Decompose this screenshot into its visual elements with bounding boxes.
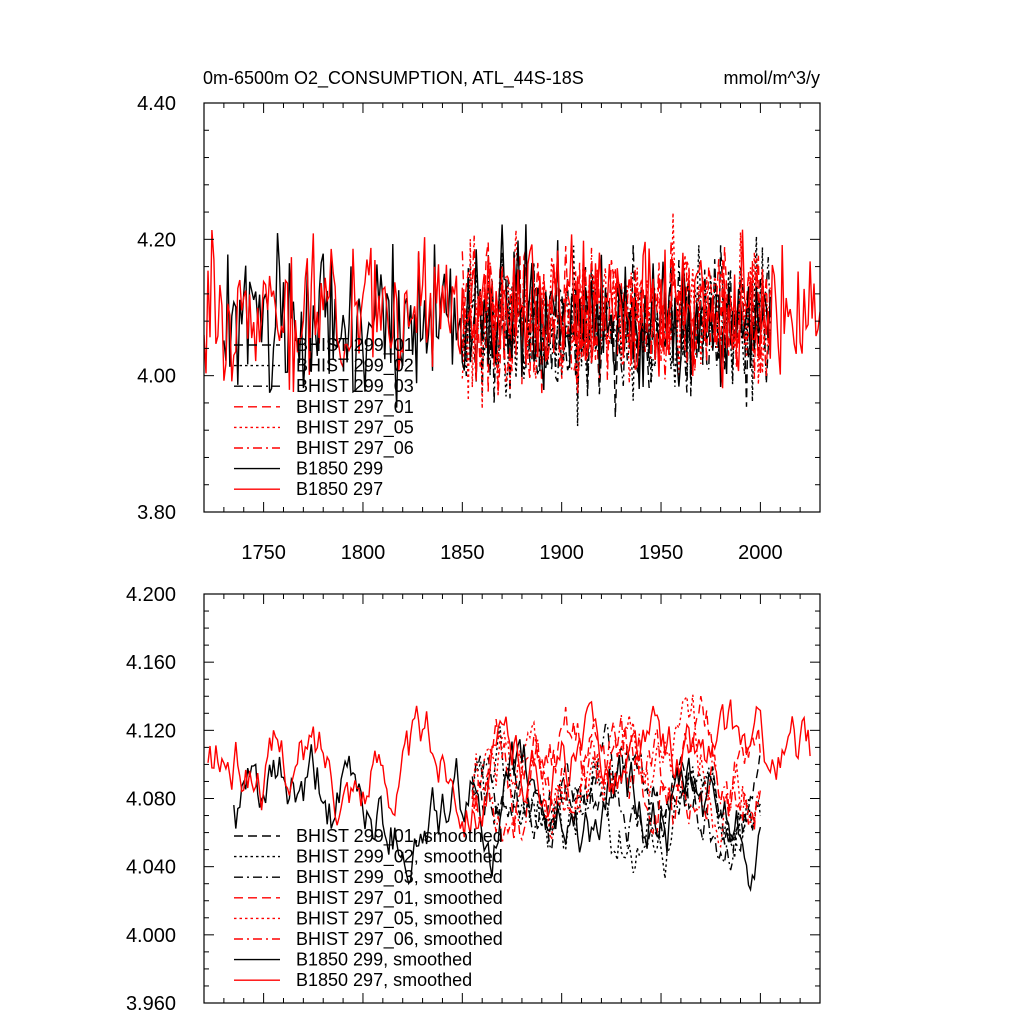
y-tick-label: 4.080 xyxy=(126,789,176,811)
bottom-panel: 3.960 4.000 4.040 4.080 4.120 4.160 4.200 BHIST… xyxy=(126,584,821,1015)
top-chart-units: mmol/m^3/y xyxy=(724,68,820,88)
legend-label: BHIST 297_06 xyxy=(296,438,414,459)
top-panel: 0m-6500m O2_CONSUMPTION, ATL_44S-18S mmo… xyxy=(137,68,821,564)
x-tick-label: 1800 xyxy=(341,542,386,564)
axes: 1750 1800 1850 1900 1950 2000 3.80 4.00 4.20 4.40 xyxy=(137,93,821,564)
x-tick-label: 1900 xyxy=(539,542,584,564)
legend-label: BHIST 297_01, smoothed xyxy=(296,888,503,909)
legend-label: BHIST 297_06, smoothed xyxy=(296,929,503,950)
top-plot-area xyxy=(204,212,820,427)
legend-label: BHIST 299_03 xyxy=(296,376,414,397)
y-tick-label: 4.200 xyxy=(126,584,176,606)
y-tick-label: 4.160 xyxy=(126,652,176,674)
legend-label: BHIST 299_01, smoothed xyxy=(296,826,503,847)
axes: 3.960 4.000 4.040 4.080 4.120 4.160 4.200 xyxy=(126,584,821,1015)
legend-label: B1850 297, smoothed xyxy=(296,970,472,990)
legend-label: BHIST 297_05 xyxy=(296,417,414,438)
legend-label: BHIST 297_01 xyxy=(296,397,414,418)
y-tick-label: 4.20 xyxy=(137,229,176,251)
x-tick-label: 1950 xyxy=(639,542,684,564)
legend-label: B1850 297 xyxy=(296,479,383,499)
legend-label: B1850 299 xyxy=(296,459,383,479)
legend-label: BHIST 299_01 xyxy=(296,335,414,356)
legend-label: BHIST 299_02, smoothed xyxy=(296,847,503,868)
legend-label: B1850 299, smoothed xyxy=(296,950,472,970)
legend-label: BHIST 299_03, smoothed xyxy=(296,867,503,888)
y-tick-label: 4.00 xyxy=(137,366,176,388)
y-tick-label: 4.40 xyxy=(137,93,176,115)
top-chart-title: 0m-6500m O2_CONSUMPTION, ATL_44S-18S xyxy=(203,68,584,89)
y-tick-label: 3.960 xyxy=(126,993,176,1015)
y-tick-label: 4.120 xyxy=(126,720,176,742)
y-tick-label: 4.000 xyxy=(126,925,176,947)
series-line-7 xyxy=(233,739,762,893)
series-line-3 xyxy=(471,723,762,871)
bottom-plot-area xyxy=(207,694,811,893)
y-tick-label: 4.040 xyxy=(126,857,176,879)
series-line-2 xyxy=(471,726,762,879)
x-tick-label: 2000 xyxy=(738,542,783,564)
series-line-8 xyxy=(207,699,811,838)
y-tick-label: 3.80 xyxy=(137,502,176,524)
x-tick-label: 1750 xyxy=(241,542,286,564)
legend-label: BHIST 299_02 xyxy=(296,356,414,377)
x-tick-label: 1850 xyxy=(440,542,485,564)
plot-frame xyxy=(203,102,821,513)
series-line-3 xyxy=(461,243,771,405)
legend-label: BHIST 297_05, smoothed xyxy=(296,908,503,929)
series-line-8 xyxy=(204,229,820,393)
